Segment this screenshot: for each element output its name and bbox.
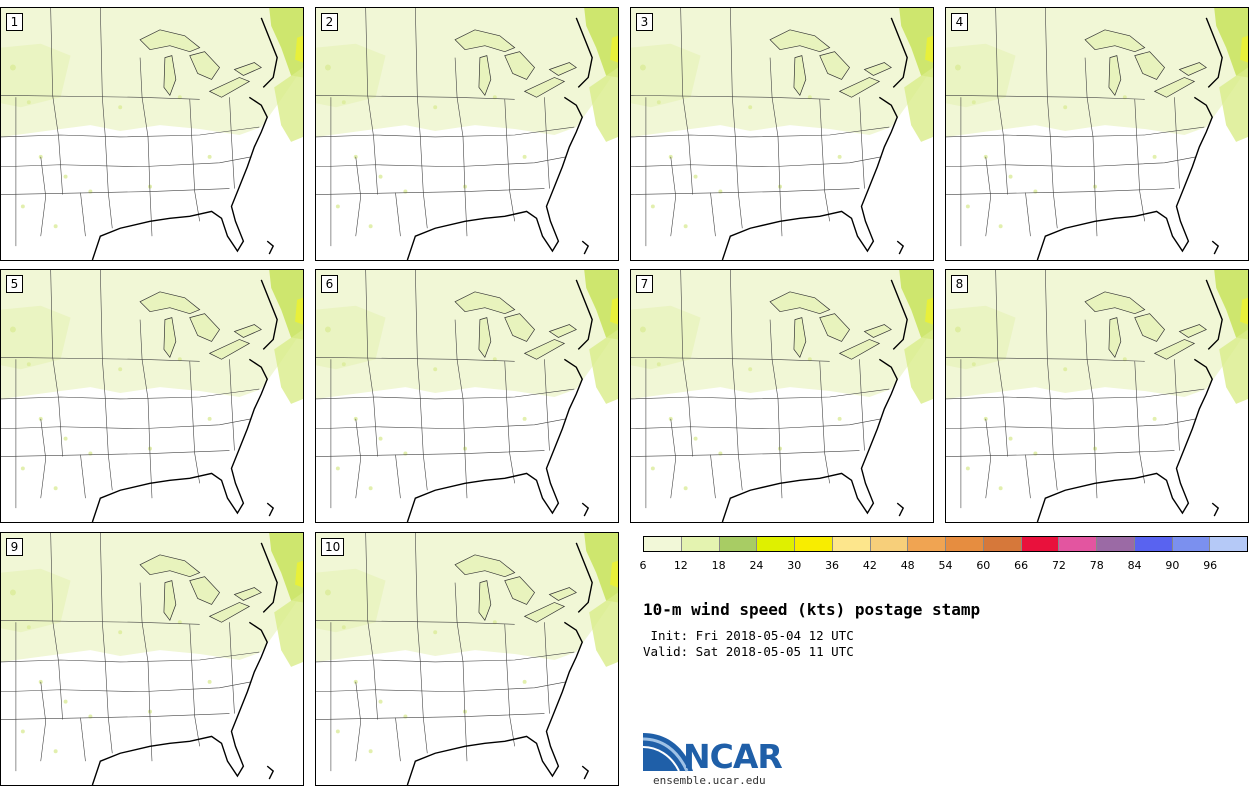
ensemble-member-panel[interactable]: 4 [945, 7, 1249, 261]
ncar-logo-text: NCAR [683, 737, 783, 776]
colorbar-segment [719, 537, 758, 551]
member-number-label: 9 [6, 538, 23, 556]
colorbar-segment [681, 537, 720, 551]
ensemble-member-panel[interactable]: 7 [630, 269, 934, 523]
init-time: Init: Fri 2018-05-04 12 UTC [643, 628, 854, 643]
colorbar-tick-label: 84 [1127, 559, 1142, 572]
colorbar-tick-label: 12 [673, 559, 688, 572]
colorbar-tick-label: 18 [711, 559, 726, 572]
colorbar-segment [832, 537, 871, 551]
colorbar-tick-label: 78 [1089, 559, 1104, 572]
ensemble-member-panel[interactable]: 10 [315, 532, 619, 786]
wind-map [631, 8, 933, 260]
colorbar-tick-label: 72 [1051, 559, 1066, 572]
wind-map [316, 533, 618, 785]
ncar-logo[interactable]: NCAR [642, 731, 793, 776]
colorbar-segment [644, 537, 682, 551]
colorbar-segment [1021, 537, 1060, 551]
member-number-label: 1 [6, 13, 23, 31]
colorbar-tick-label: 6 [639, 559, 647, 572]
ensemble-member-panel[interactable]: 9 [0, 532, 304, 786]
colorbar-segment [1172, 537, 1211, 551]
colorbar-tick-label: 36 [825, 559, 840, 572]
colorbar-segment [908, 537, 946, 551]
valid-time: Valid: Sat 2018-05-05 11 UTC [643, 644, 854, 659]
colorbar-tick-label: 66 [1014, 559, 1029, 572]
wind-map [1, 533, 303, 785]
ensemble-member-panel[interactable]: 8 [945, 269, 1249, 523]
ncar-swoosh-icon [642, 733, 693, 772]
colorbar-segment [757, 537, 795, 551]
wind-map [1, 8, 303, 260]
member-number-label: 6 [321, 275, 338, 293]
colorbar-segment [983, 537, 1022, 551]
colorbar-tick-label: 54 [938, 559, 953, 572]
ensemble-member-panel[interactable]: 3 [630, 7, 934, 261]
wind-map [946, 8, 1248, 260]
colorbar [643, 536, 1248, 552]
member-number-label: 3 [636, 13, 653, 31]
colorbar-tick-label: 24 [749, 559, 764, 572]
colorbar-segment [1059, 537, 1097, 551]
member-number-label: 7 [636, 275, 653, 293]
ensemble-member-panel[interactable]: 6 [315, 269, 619, 523]
wind-map [316, 270, 618, 522]
colorbar-segment [1097, 537, 1135, 551]
ensemble-member-panel[interactable]: 1 [0, 7, 304, 261]
colorbar-segment [870, 537, 909, 551]
colorbar-tick-label: 30 [787, 559, 802, 572]
wind-map [316, 8, 618, 260]
colorbar-segment [1210, 537, 1247, 551]
member-number-label: 4 [951, 13, 968, 31]
chart-title: 10-m wind speed (kts) postage stamp [643, 600, 981, 619]
colorbar-segment [795, 537, 833, 551]
wind-map [631, 270, 933, 522]
member-number-label: 10 [321, 538, 345, 556]
wind-map [946, 270, 1248, 522]
member-number-label: 5 [6, 275, 23, 293]
colorbar-tick-label: 42 [862, 559, 877, 572]
member-number-label: 8 [951, 275, 968, 293]
colorbar-segment [1134, 537, 1173, 551]
colorbar-tick-label: 48 [900, 559, 915, 572]
logo-url[interactable]: ensemble.ucar.edu [653, 774, 766, 787]
colorbar-tick-label: 90 [1165, 559, 1180, 572]
ensemble-member-panel[interactable]: 2 [315, 7, 619, 261]
member-number-label: 2 [321, 13, 338, 31]
wind-map [1, 270, 303, 522]
colorbar-tick-label: 96 [1203, 559, 1218, 572]
ensemble-member-panel[interactable]: 5 [0, 269, 304, 523]
colorbar-tick-label: 60 [976, 559, 991, 572]
colorbar-segment [946, 537, 984, 551]
